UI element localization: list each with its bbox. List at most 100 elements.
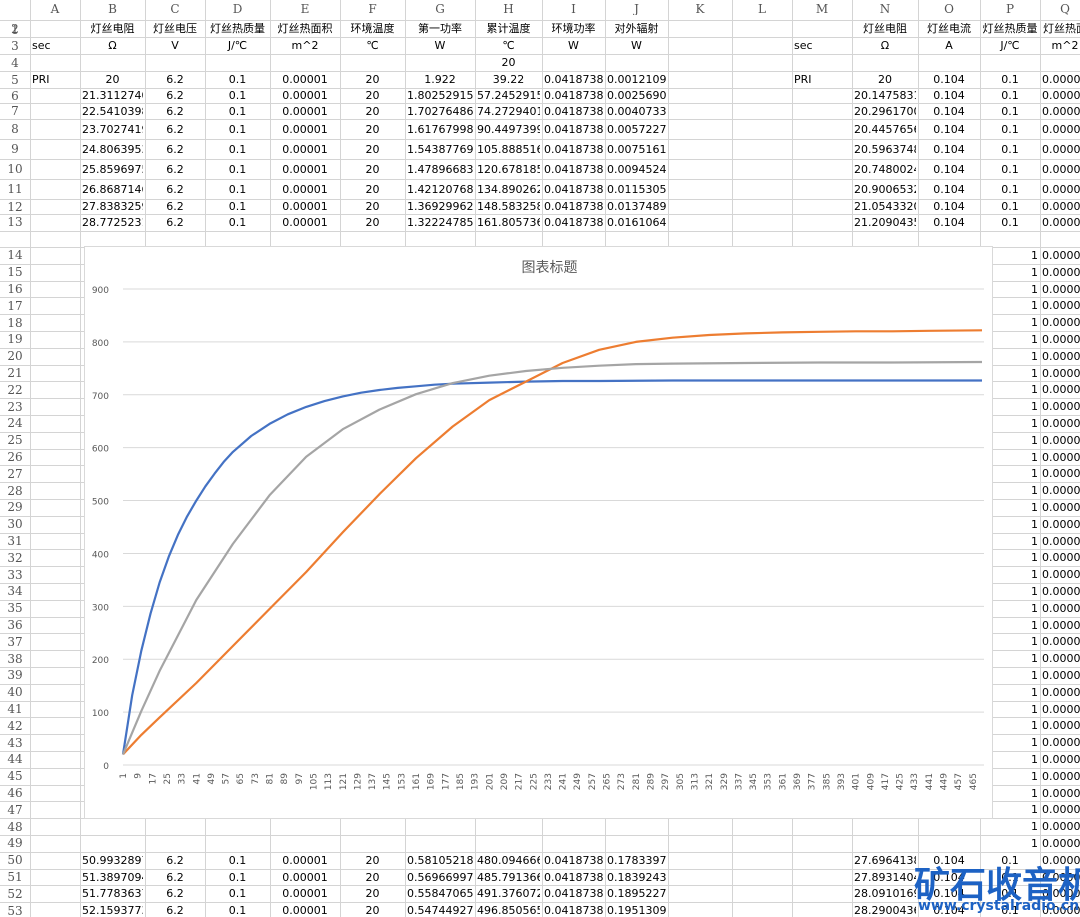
row-header-4[interactable]: 4 <box>11 57 19 69</box>
cell-N11[interactable]: 20.90065329 <box>854 184 916 195</box>
cell-H6[interactable]: 57.24529157 <box>477 90 540 101</box>
cell-B53[interactable]: 52.1593773 <box>82 905 143 916</box>
cell-P12[interactable]: 0.1 <box>1001 201 1019 212</box>
column-header-D[interactable]: D <box>232 3 243 15</box>
column-header-G[interactable]: G <box>435 3 445 15</box>
cell-P29[interactable]: 1 <box>1031 502 1038 513</box>
cell-I12[interactable]: 0.04187383 <box>544 201 603 212</box>
cell-Q2[interactable]: 灯丝热面 <box>1043 23 1080 34</box>
cell-F9[interactable]: 20 <box>365 144 380 155</box>
cell-B52[interactable]: 51.77836373 <box>82 888 143 899</box>
row-header-45[interactable]: 45 <box>7 770 23 782</box>
cell-N7[interactable]: 20.29617007 <box>854 106 916 117</box>
row-header-14[interactable]: 14 <box>7 249 23 261</box>
cell-F53[interactable]: 20 <box>365 905 380 916</box>
cell-J9[interactable]: 0.007516136 <box>607 144 666 155</box>
cell-F5[interactable]: 20 <box>365 74 380 85</box>
column-header-L[interactable]: L <box>758 3 766 15</box>
row-header-53[interactable]: 53 <box>7 905 23 917</box>
cell-H5[interactable]: 39.22 <box>492 74 525 85</box>
row-header-32[interactable]: 32 <box>7 552 23 564</box>
row-header-8[interactable]: 8 <box>11 123 19 135</box>
cell-H13[interactable]: 161.8057369 <box>477 217 540 228</box>
cell-F3[interactable]: ℃ <box>366 40 379 51</box>
cell-O11[interactable]: 0.104 <box>933 184 965 195</box>
cell-P46[interactable]: 1 <box>1031 788 1038 799</box>
cell-P38[interactable]: 1 <box>1031 653 1038 664</box>
cell-G9[interactable]: 1.543877692 <box>407 144 473 155</box>
cell-N10[interactable]: 20.74800248 <box>854 164 916 175</box>
cell-C6[interactable]: 6.2 <box>166 90 184 101</box>
cell-O50[interactable]: 0.104 <box>933 855 965 866</box>
cell-P24[interactable]: 1 <box>1031 418 1038 429</box>
cell-A3[interactable]: sec <box>32 40 51 51</box>
cell-Q32[interactable]: 0.0000 <box>1042 552 1080 563</box>
cell-J51[interactable]: 0.183924382 <box>607 872 666 883</box>
column-header-K[interactable]: K <box>695 3 705 15</box>
cell-Q16[interactable]: 0.0000 <box>1042 284 1080 295</box>
cell-G2[interactable]: 第一功率 <box>418 23 462 34</box>
cell-D53[interactable]: 0.1 <box>228 905 247 916</box>
cell-D3[interactable]: J/℃ <box>227 40 248 51</box>
row-header-3[interactable]: 3 <box>11 40 19 52</box>
cell-D50[interactable]: 0.1 <box>228 855 247 866</box>
cell-Q48[interactable]: 0.0000 <box>1042 821 1080 832</box>
cell-P8[interactable]: 0.1 <box>1001 124 1019 135</box>
cell-F2[interactable]: 环境温度 <box>350 23 395 34</box>
cell-P16[interactable]: 1 <box>1031 284 1038 295</box>
cell-N51[interactable]: 27.89314044 <box>854 872 916 883</box>
cell-C12[interactable]: 6.2 <box>166 201 184 212</box>
cell-J13[interactable]: 0.016106414 <box>607 217 666 228</box>
cell-D2[interactable]: 灯丝热质量 <box>210 23 265 34</box>
cell-E51[interactable]: 0.00001 <box>282 872 328 883</box>
cell-J12[interactable]: 0.013748984 <box>607 201 666 212</box>
cell-G3[interactable]: W <box>434 40 446 51</box>
chart[interactable]: 图表标题 0 100 200 300 400 500 600 700 800 900 1 9 17 25 33… <box>84 246 993 819</box>
column-header-J[interactable]: J <box>634 3 639 15</box>
cell-F12[interactable]: 20 <box>365 201 380 212</box>
column-header-Q[interactable]: Q <box>1060 3 1070 15</box>
row-header-25[interactable]: 25 <box>7 434 23 446</box>
cell-O7[interactable]: 0.104 <box>933 106 965 117</box>
cell-Q22[interactable]: 0.0000 <box>1042 384 1080 395</box>
row-header-38[interactable]: 38 <box>7 653 23 665</box>
row-header-52[interactable]: 52 <box>7 888 23 900</box>
cell-O5[interactable]: 0.104 <box>933 74 965 85</box>
cell-Q13[interactable]: 0.0000 <box>1042 217 1080 228</box>
column-header-C[interactable]: C <box>170 3 180 15</box>
cell-J6[interactable]: 0.002569066 <box>607 90 666 101</box>
cell-Q24[interactable]: 0.0000 <box>1042 418 1080 429</box>
row-header-29[interactable]: 29 <box>7 501 23 513</box>
cell-Q3[interactable]: m^2 <box>1051 40 1079 51</box>
row-header-2[interactable]: 2 <box>11 23 19 35</box>
cell-J7[interactable]: 0.004073321 <box>607 106 666 117</box>
cell-P48[interactable]: 1 <box>1031 821 1038 832</box>
cell-P37[interactable]: 1 <box>1031 636 1038 647</box>
cell-O10[interactable]: 0.104 <box>933 164 965 175</box>
cell-E12[interactable]: 0.00001 <box>282 201 328 212</box>
cell-I7[interactable]: 0.04187383 <box>544 106 603 117</box>
cell-E10[interactable]: 0.00001 <box>282 164 328 175</box>
cell-P5[interactable]: 0.1 <box>1001 74 1019 85</box>
cell-B50[interactable]: 50.99328977 <box>82 855 143 866</box>
cell-P10[interactable]: 0.1 <box>1001 164 1019 175</box>
row-header-17[interactable]: 17 <box>7 300 23 312</box>
cell-G6[interactable]: 1.802529157 <box>407 90 473 101</box>
cell-P44[interactable]: 1 <box>1031 754 1038 765</box>
cell-H9[interactable]: 105.8885169 <box>477 144 540 155</box>
cell-Q12[interactable]: 0.0000 <box>1042 201 1080 212</box>
cell-C52[interactable]: 6.2 <box>166 888 184 899</box>
row-header-40[interactable]: 40 <box>7 686 23 698</box>
cell-P26[interactable]: 1 <box>1031 452 1038 463</box>
cell-J50[interactable]: 0.178339703 <box>607 855 666 866</box>
cell-P2[interactable]: 灯丝热质量 <box>982 23 1038 34</box>
cell-M3[interactable]: sec <box>794 40 813 51</box>
cell-I9[interactable]: 0.04187383 <box>544 144 603 155</box>
cell-B11[interactable]: 26.86871467 <box>82 184 143 195</box>
row-header-24[interactable]: 24 <box>7 417 23 429</box>
cell-G10[interactable]: 1.478966834 <box>407 164 473 175</box>
cell-P22[interactable]: 1 <box>1031 384 1038 395</box>
cell-G8[interactable]: 1.61767998 <box>407 124 473 135</box>
row-header-30[interactable]: 30 <box>7 518 23 530</box>
